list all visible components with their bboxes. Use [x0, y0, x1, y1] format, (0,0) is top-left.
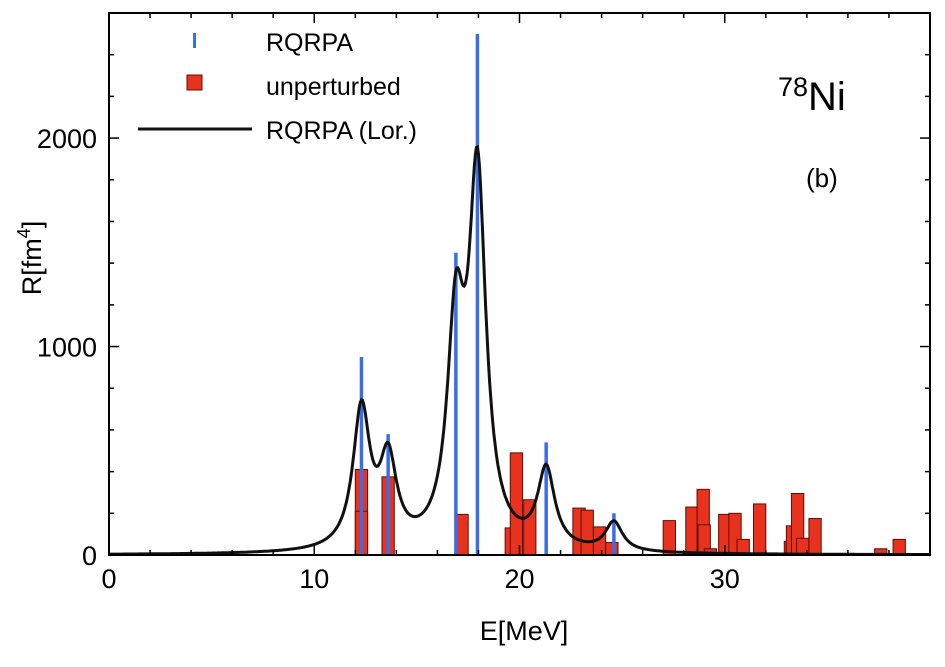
legend-swatch-rqrpa	[193, 33, 196, 48]
y-tick-label: 2000	[37, 124, 97, 154]
unperturbed-bar	[662, 520, 676, 556]
x-tick-label: 10	[299, 564, 329, 594]
x-tick-label: 0	[101, 564, 116, 594]
legend: RQRPA unperturbed RQRPA (Lor.)	[138, 29, 417, 145]
nucleus-label: 78Ni	[778, 72, 846, 119]
x-tick-label: 30	[710, 564, 740, 594]
unperturbed-bar	[605, 541, 619, 556]
y-tick-label: 0	[82, 541, 97, 571]
panel-tag: (b)	[806, 163, 838, 193]
legend-swatch-unperturbed	[186, 74, 203, 91]
unperturbed-bar	[509, 452, 524, 556]
unperturbed-bar	[892, 538, 906, 556]
legend-label-unperturbed: unperturbed	[266, 73, 401, 101]
unperturbed-bar	[752, 503, 767, 556]
x-tick-label: 20	[504, 564, 534, 594]
rqrpa-sticks	[359, 33, 616, 555]
legend-label-lorentzian: RQRPA (Lor.)	[266, 117, 417, 145]
unperturbed-bar	[685, 506, 699, 556]
y-axis-label: R[fm4]	[14, 221, 47, 296]
y-tick-label: 1000	[37, 333, 97, 363]
unperturbed-bars	[354, 452, 906, 556]
unperturbed-bar	[455, 513, 469, 556]
axis-ticks	[108, 12, 931, 556]
unperturbed-bar	[808, 518, 822, 556]
unperturbed-bar	[580, 509, 594, 556]
x-axis-tick-labels: 0 10 20 30	[101, 564, 739, 594]
x-axis-label: E[MeV]	[480, 616, 569, 646]
y-axis-tick-labels: 0 1000 2000	[37, 124, 97, 571]
legend-label-rqrpa: RQRPA	[266, 29, 353, 57]
